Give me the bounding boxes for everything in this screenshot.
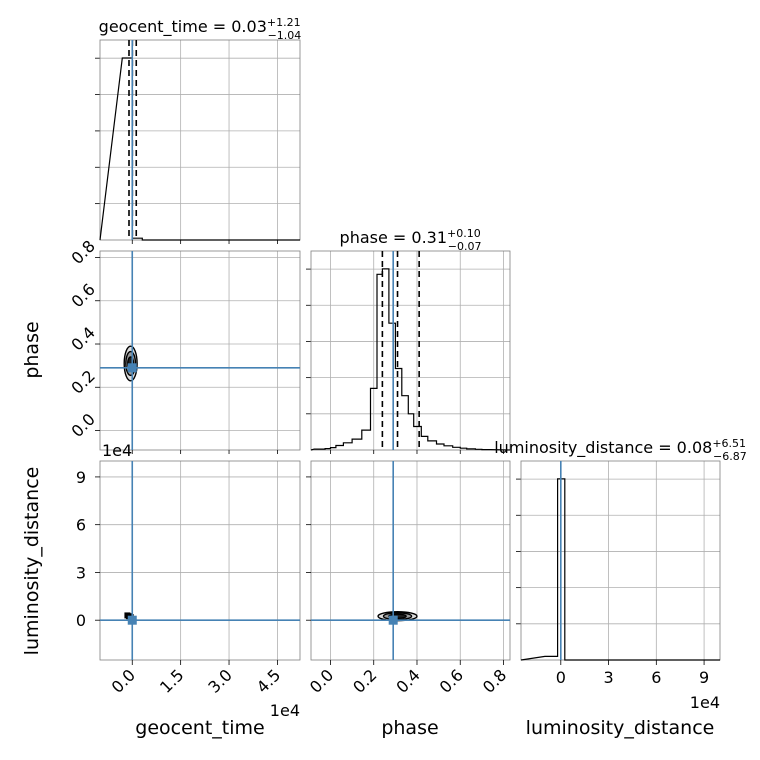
y-tick-label: 9 [76,468,86,487]
x-axis-label-geocent-time: geocent_time [135,717,264,739]
title-luminosity_distance: luminosity_distance = 0.08+6.51 −6.87 [494,437,747,463]
x-axis-label-luminosity-distance: luminosity_distance [526,717,715,739]
x-tick-label: 1.5 [156,665,187,696]
y-tick-label: 0.6 [67,280,98,311]
title-geocent_time: geocent_time = 0.03+1.21 −1.04 [99,16,302,42]
panel-phase-vs-luminosity_distance [310,460,511,661]
x-axis-label-phase: phase [381,717,438,739]
x-tick-label: 0.0 [306,665,337,696]
histogram-luminosity_distance [520,478,720,661]
x-tick-label: 3 [603,668,613,687]
title-phase: phase = 0.31+0.10 −0.07 [340,227,482,253]
x-tick-label: 9 [699,668,709,687]
offset-text-luminosity-distance-y: 1e4 [102,441,132,460]
panel-geocent_time-vs-luminosity_distance [99,460,301,661]
offset-text-luminosity-distance-x: 1e4 [690,693,720,712]
y-tick-label: 6 [76,516,86,535]
truth-marker [127,363,137,373]
offset-text-geocent-time: 1e4 [270,701,300,720]
x-tick-label: 0.4 [392,665,423,696]
histogram-phase [310,268,511,451]
y-axis-label-phase: phase [21,321,43,378]
truth-marker [127,615,137,625]
panel-phase-hist [310,250,511,451]
panel-geocent_time-vs-phase [99,250,301,451]
y-tick-label: 0.0 [67,410,98,441]
y-tick-label: 0 [76,611,86,630]
x-tick-label: 0.2 [349,665,380,696]
y-tick-label: 0.4 [67,323,98,354]
y-tick-label: 0.8 [67,236,98,267]
y-tick-label: 0.2 [67,366,98,397]
y-axis-label-luminosity-distance: luminosity_distance [21,467,43,656]
panel-luminosity_distance-hist [520,460,721,661]
x-tick-label: 3.0 [204,665,235,696]
y-tick-label: 3 [76,563,86,582]
panel-geocent_time-hist [99,39,301,241]
x-tick-label: 6 [651,668,661,687]
x-tick-label: 0.8 [479,665,510,696]
x-tick-label: 0 [556,668,566,687]
truth-marker [388,615,398,625]
x-tick-label: 0.6 [436,665,467,696]
histogram-geocent_time [99,57,300,241]
x-tick-label: 0.0 [108,665,139,696]
x-tick-label: 4.5 [253,665,284,696]
